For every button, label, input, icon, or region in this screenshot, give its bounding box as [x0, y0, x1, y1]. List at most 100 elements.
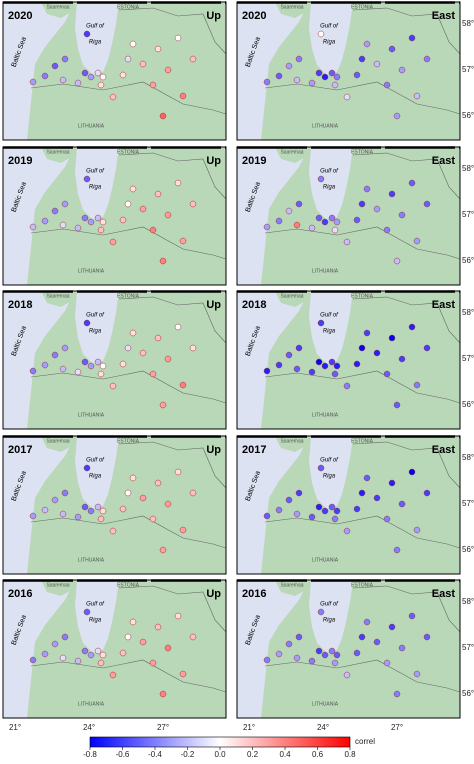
station [388, 623, 396, 631]
station [154, 45, 162, 53]
station [97, 659, 105, 667]
gulf [309, 291, 353, 364]
station [373, 349, 381, 357]
station [87, 507, 95, 515]
panel-year: 2017 [242, 444, 266, 456]
station [331, 81, 339, 89]
place-label: ESTONIA [351, 149, 374, 155]
station [179, 670, 187, 678]
station [343, 671, 351, 679]
panel-component: East [432, 10, 456, 22]
station [83, 30, 91, 38]
station [353, 71, 361, 79]
station [154, 334, 162, 342]
station [94, 503, 102, 511]
sea [3, 580, 75, 718]
place-label: Gulf of [320, 313, 339, 319]
station [363, 185, 371, 193]
island [275, 291, 311, 307]
lon-label: 24° [317, 723, 329, 732]
colorbar-tick-label: 0.8 [344, 750, 356, 759]
station [333, 507, 341, 515]
gulf [75, 2, 119, 75]
station [149, 370, 157, 378]
station [293, 76, 301, 84]
border [352, 441, 461, 489]
place-label: Saaremaa [280, 149, 303, 155]
station [61, 200, 69, 208]
station [331, 515, 339, 523]
station [154, 479, 162, 487]
station [408, 34, 416, 42]
station [408, 179, 416, 187]
station [293, 221, 301, 229]
station [317, 608, 325, 616]
station [293, 365, 301, 373]
lon-label: 24° [83, 723, 95, 732]
station [179, 381, 187, 389]
station [164, 644, 172, 652]
station [149, 659, 157, 667]
station [81, 358, 89, 366]
station [129, 329, 137, 337]
station [275, 72, 283, 80]
station [174, 612, 182, 620]
station [398, 644, 406, 652]
station [315, 214, 323, 222]
station [41, 217, 49, 225]
station [119, 505, 127, 513]
station [393, 112, 401, 120]
station [129, 618, 137, 626]
station [383, 226, 391, 234]
station [189, 489, 197, 497]
station [328, 647, 336, 655]
sea [237, 436, 309, 574]
panel-year: 2019 [242, 155, 266, 167]
gulf [309, 2, 353, 75]
station [308, 224, 316, 232]
station [139, 205, 147, 213]
border [264, 226, 461, 260]
station [275, 506, 283, 514]
station [263, 223, 271, 231]
station [295, 489, 303, 497]
station [388, 190, 396, 198]
panel-year: 2018 [8, 299, 32, 311]
lat-label: 56° [462, 400, 474, 409]
border [30, 515, 227, 549]
sea [3, 436, 75, 574]
station [328, 358, 336, 366]
border [264, 515, 461, 549]
place-label: Gulf of [320, 458, 339, 464]
island [41, 291, 77, 307]
station [83, 175, 91, 183]
place-label: Saaremaa [280, 438, 303, 444]
border [352, 152, 461, 200]
station [99, 362, 107, 370]
colorbar-tick-label: 0.2 [247, 750, 259, 759]
station [321, 218, 329, 226]
place-label: Riga [89, 329, 102, 335]
station [74, 657, 82, 665]
panel-component: Up [206, 299, 221, 311]
station [408, 468, 416, 476]
station [109, 671, 117, 679]
border [118, 7, 227, 55]
colorbar-tick-label: -0.6 [116, 750, 130, 759]
station [119, 71, 127, 79]
panel-year: 2019 [8, 155, 32, 167]
station [373, 638, 381, 646]
border [30, 370, 227, 404]
station [413, 237, 421, 245]
station [275, 650, 283, 658]
lat-label: 56° [462, 111, 474, 120]
station [275, 361, 283, 369]
station [383, 515, 391, 523]
station [317, 464, 325, 472]
panel-year: 2016 [242, 588, 266, 600]
station [333, 362, 341, 370]
place-label: LITHUANIA [312, 557, 339, 563]
station [383, 81, 391, 89]
station [154, 623, 162, 631]
lat-label: 56° [462, 689, 474, 698]
